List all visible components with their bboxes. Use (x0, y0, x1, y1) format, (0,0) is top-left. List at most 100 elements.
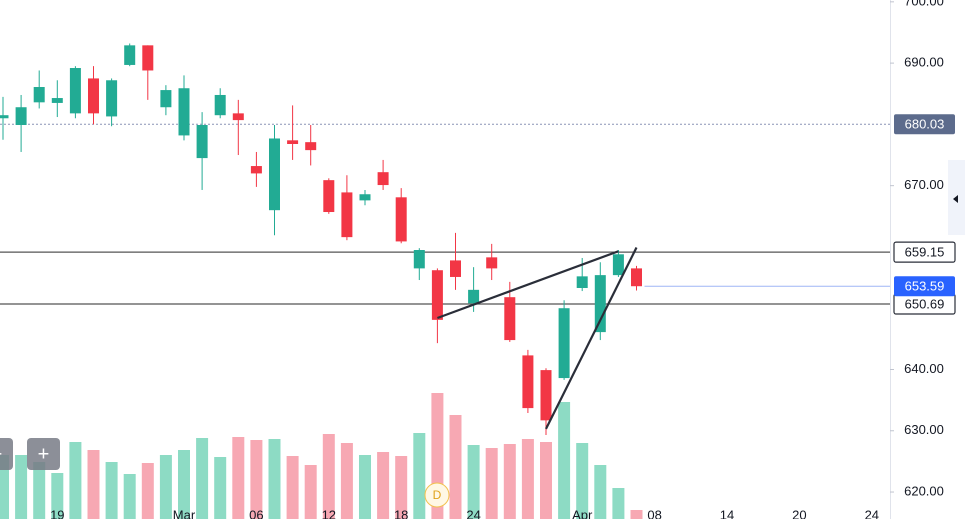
volume-bar (15, 455, 28, 519)
volume-bar (159, 455, 172, 519)
candle-body (395, 197, 407, 242)
volume-bar (467, 445, 480, 519)
volume-bar (521, 439, 534, 519)
candle-body (377, 172, 389, 186)
x-tick-label: Mar (173, 507, 196, 519)
volume-bar (141, 463, 154, 519)
event-marker[interactable] (424, 482, 450, 508)
zoom-button[interactable] (27, 438, 60, 470)
volume-bar (268, 439, 281, 519)
candle-body (341, 192, 353, 238)
volume-bar (630, 510, 643, 519)
candle-body (468, 289, 480, 304)
volume-bar (322, 434, 335, 519)
volume-bar (558, 402, 571, 519)
y-tick-label: 640.00 (904, 361, 944, 376)
candle-body (232, 113, 244, 121)
x-tick-label: 06 (249, 507, 263, 519)
candle-body (33, 87, 45, 103)
volume-bar (304, 465, 317, 519)
candle-body (522, 355, 534, 409)
volume-bar (485, 448, 498, 519)
candle-body (287, 140, 299, 144)
candle-body (631, 268, 642, 287)
candle-body (540, 370, 552, 421)
y-tick-label: 670.00 (904, 177, 944, 192)
volume-bar (340, 443, 353, 519)
zoom-button-label[interactable]: + (38, 443, 50, 465)
candle-body (51, 98, 63, 103)
candle-body (431, 270, 443, 320)
volume-bar (51, 473, 64, 519)
trendline (437, 250, 619, 320)
candle-body (269, 138, 280, 211)
candle-body (0, 115, 9, 119)
event-marker-label[interactable]: D (433, 488, 442, 502)
candle-body (214, 94, 226, 116)
volume-bar (395, 456, 408, 519)
candle-body (106, 80, 118, 117)
volume-bar (594, 465, 607, 519)
candle-body (450, 260, 461, 277)
candle-body (142, 45, 154, 71)
candle-body (15, 107, 27, 126)
volume-bar (449, 415, 462, 519)
volume-bar (0, 455, 9, 519)
last-price-label: 653.59 (905, 279, 945, 294)
last-price-box (894, 276, 955, 297)
volume-bar (359, 455, 371, 519)
y-tick-label: 630.00 (904, 422, 944, 437)
candle-body (124, 45, 136, 65)
x-tick-label: 19 (50, 507, 64, 519)
zoom-button-label[interactable]: − (0, 443, 2, 465)
trendline (545, 247, 638, 430)
volume-bar (503, 444, 516, 519)
volume-bar (33, 462, 46, 519)
volume-bar (105, 462, 118, 519)
volume-bar (612, 488, 625, 519)
volume-bar (178, 450, 190, 519)
x-tick-label: 14 (720, 507, 734, 519)
volume-bar (123, 474, 136, 519)
y-tick-label: 690.00 (904, 55, 944, 70)
candle-body (558, 308, 570, 379)
x-tick-label: 12 (322, 507, 336, 519)
candle-body (486, 257, 498, 269)
volume-bar (69, 442, 82, 519)
volume-bar (232, 437, 245, 519)
zoom-button[interactable] (0, 438, 13, 470)
dotted-price-box (894, 114, 955, 135)
axis-tab-arrow[interactable] (953, 195, 958, 203)
candle-body (69, 68, 81, 114)
x-tick-label: 20 (792, 507, 806, 519)
x-tick-label: 24 (865, 507, 879, 519)
candle-body (88, 78, 99, 114)
dotted-price-label: 680.03 (905, 117, 945, 132)
volume-bar (250, 440, 263, 519)
volume-bar (576, 443, 589, 519)
volume-bar (413, 433, 426, 519)
candle-body (160, 90, 172, 108)
line-price-box (893, 241, 956, 263)
candle-body (196, 125, 208, 159)
y-tick-label: 620.00 (904, 483, 944, 498)
y-tick-label: 700.00 (904, 0, 944, 8)
candle-body (323, 180, 335, 213)
candle-body (250, 166, 262, 174)
volume-bar (286, 456, 299, 519)
candle-body (178, 88, 190, 136)
candle-body (305, 142, 317, 151)
volume-bar (87, 450, 100, 519)
line-price-label: 650.69 (905, 296, 945, 311)
x-tick-label: Apr (572, 507, 593, 519)
candle-body (413, 250, 425, 269)
candle-body (594, 275, 606, 333)
candle-body (504, 297, 516, 341)
x-tick-label: 24 (466, 507, 480, 519)
volume-bar (377, 452, 390, 519)
candle-body (612, 254, 624, 276)
line-price-label: 659.15 (905, 245, 945, 260)
volume-bar (214, 457, 227, 519)
